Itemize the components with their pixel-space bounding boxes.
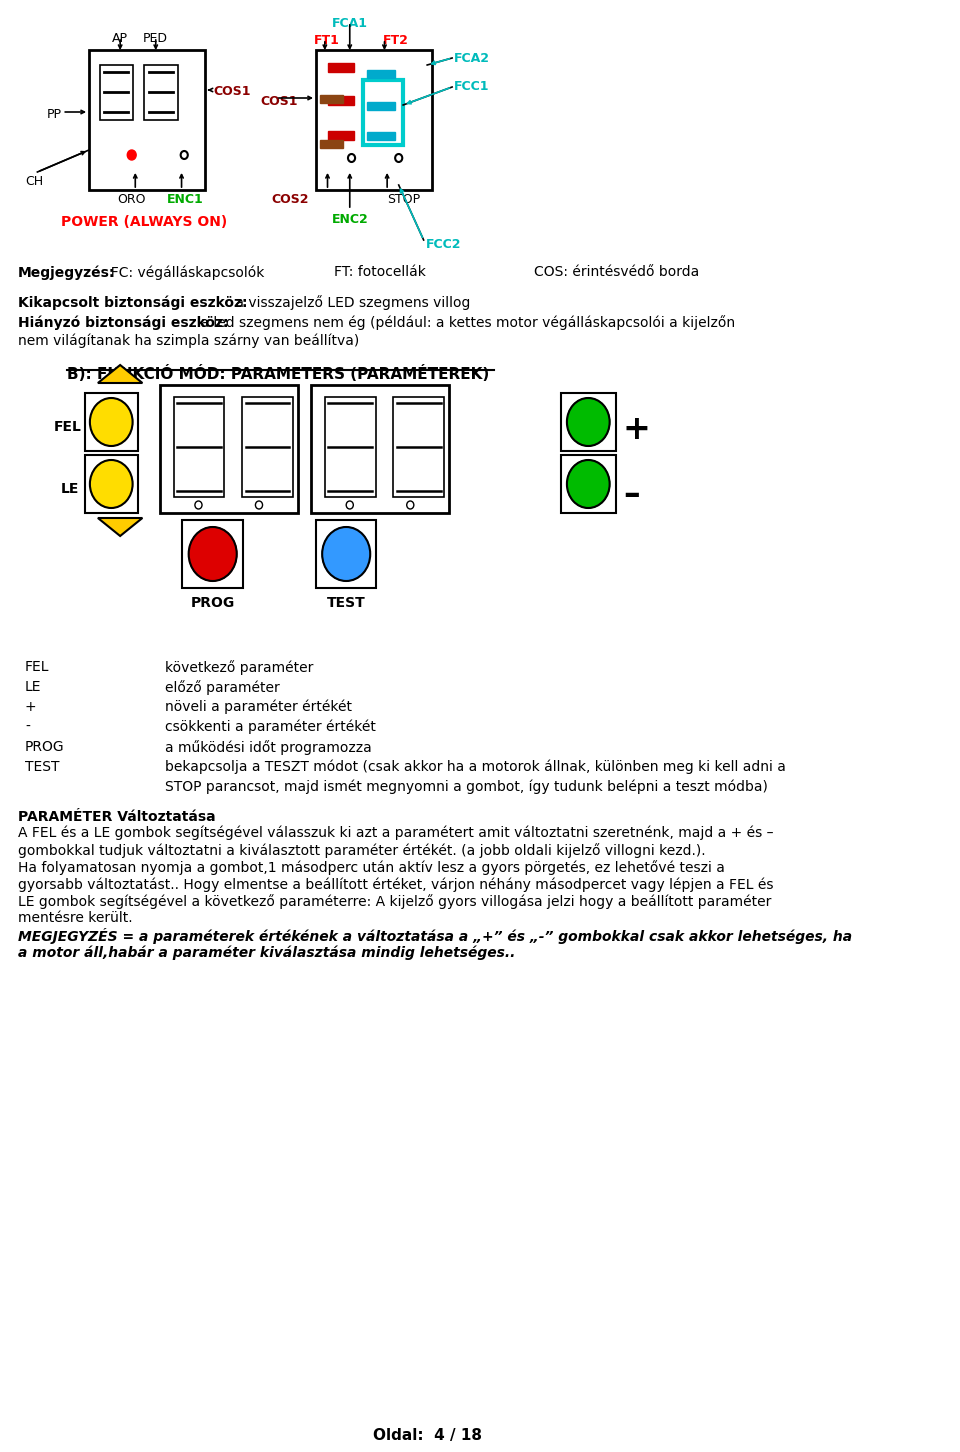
- Text: COS: érintésvédő borda: COS: érintésvédő borda: [534, 266, 699, 279]
- Text: Ha folyamatosan nyomja a gombot,1 másodperc után aktív lesz a gyors pörgetés, ez: Ha folyamatosan nyomja a gombot,1 másodp…: [18, 860, 725, 876]
- Text: TEST: TEST: [25, 759, 60, 774]
- Text: FT: fotocellák: FT: fotocellák: [334, 266, 425, 279]
- Bar: [327, 62, 354, 73]
- Bar: [84, 393, 138, 452]
- Bar: [84, 454, 138, 513]
- Text: PARAMÉTER Változtatása: PARAMÉTER Változtatása: [18, 810, 215, 823]
- Text: CH: CH: [25, 176, 43, 187]
- Text: AP: AP: [112, 32, 128, 45]
- Bar: [160, 385, 299, 513]
- Text: FEL: FEL: [25, 661, 49, 674]
- Text: B): FUNKCIÓ MÓD: PARAMETERS (PARAMÉTEREK): B): FUNKCIÓ MÓD: PARAMETERS (PARAMÉTEREK…: [67, 364, 489, 382]
- Bar: [561, 393, 616, 452]
- Bar: [367, 70, 396, 78]
- Text: a led szegmens nem ég (például: a kettes motor végálláskapcsolói a kijelzőn: a led szegmens nem ég (például: a kettes…: [196, 315, 735, 330]
- Text: a motor áll,habár a paraméter kiválasztása mindig lehetséges..: a motor áll,habár a paraméter kiválasztá…: [18, 945, 516, 960]
- Circle shape: [255, 501, 262, 510]
- Text: MEGJEGYZÉS = a paraméterek értékének a változtatása a „+” és „-” gombokkal csak : MEGJEGYZÉS = a paraméterek értékének a v…: [18, 928, 852, 944]
- Bar: [89, 49, 204, 190]
- Bar: [321, 94, 343, 103]
- Circle shape: [189, 527, 237, 581]
- Text: FCC1: FCC1: [454, 80, 490, 93]
- Text: növeli a paraméter értékét: növeli a paraméter értékét: [165, 700, 351, 714]
- Circle shape: [90, 460, 132, 508]
- Circle shape: [567, 398, 610, 446]
- Text: következő paraméter: következő paraméter: [165, 661, 313, 675]
- Text: FC: végálláskapcsolók: FC: végálláskapcsolók: [103, 266, 265, 279]
- Text: gombokkal tudjuk változtatni a kiválasztott paraméter értékét. (a jobb oldali ki: gombokkal tudjuk változtatni a kiválaszt…: [18, 844, 706, 858]
- Text: mentésre került.: mentésre került.: [18, 910, 132, 925]
- Text: PROG: PROG: [25, 741, 64, 754]
- Bar: [100, 65, 133, 121]
- Text: POWER (ALWAYS ON): POWER (ALWAYS ON): [60, 215, 227, 229]
- Circle shape: [407, 501, 414, 510]
- Text: a működési időt programozza: a működési időt programozza: [165, 741, 372, 755]
- Text: FT2: FT2: [383, 33, 409, 46]
- Text: a visszajelző LED szegmens villog: a visszajelző LED szegmens villog: [231, 295, 470, 309]
- Bar: [311, 385, 449, 513]
- Text: A FEL és a LE gombok segítségével válasszuk ki azt a paramétert amit változtatni: A FEL és a LE gombok segítségével válass…: [18, 826, 774, 841]
- Circle shape: [567, 460, 610, 508]
- Polygon shape: [98, 518, 142, 536]
- Bar: [321, 139, 343, 148]
- Text: FCA2: FCA2: [454, 52, 490, 65]
- Text: Kikapcsolt biztonsági eszköz:: Kikapcsolt biztonsági eszköz:: [18, 295, 252, 309]
- Circle shape: [90, 398, 132, 446]
- Text: Hiányzó biztonsági eszköz:: Hiányzó biztonsági eszköz:: [18, 315, 228, 330]
- Bar: [324, 396, 375, 497]
- Text: bekapcsolja a TESZT módot (csak akkor ha a motorok állnak, különben meg ki kell : bekapcsolja a TESZT módot (csak akkor ha…: [165, 759, 785, 774]
- Bar: [367, 132, 396, 139]
- Text: +: +: [623, 412, 651, 446]
- Text: FT1: FT1: [314, 33, 340, 46]
- Text: Megjegyzés:: Megjegyzés:: [18, 266, 115, 279]
- Text: –: –: [623, 478, 639, 511]
- Text: LE: LE: [60, 482, 79, 497]
- Text: ORO: ORO: [117, 193, 146, 206]
- Bar: [316, 49, 432, 190]
- Text: LE: LE: [25, 680, 41, 694]
- Text: STOP: STOP: [387, 193, 420, 206]
- Text: ENC1: ENC1: [167, 193, 204, 206]
- Text: nem világítanak ha szimpla szárny van beállítva): nem világítanak ha szimpla szárny van be…: [18, 333, 359, 347]
- Bar: [242, 396, 293, 497]
- Text: Oldal:  4 / 18: Oldal: 4 / 18: [372, 1427, 482, 1443]
- Text: előző paraméter: előző paraméter: [165, 680, 279, 696]
- Text: PED: PED: [143, 32, 168, 45]
- Text: -: -: [25, 720, 30, 735]
- Bar: [327, 96, 354, 105]
- Text: PROG: PROG: [191, 595, 235, 610]
- Text: csökkenti a paraméter értékét: csökkenti a paraméter értékét: [165, 720, 375, 735]
- Text: COS1: COS1: [213, 86, 252, 97]
- Bar: [182, 520, 243, 588]
- Bar: [367, 102, 396, 110]
- Text: LE gombok segítségével a következő paraméterre: A kijelző gyors villogása jelzi : LE gombok segítségével a következő param…: [18, 894, 771, 909]
- Bar: [316, 520, 376, 588]
- Bar: [144, 65, 178, 121]
- Text: gyorsabb változtatást.. Hogy elmentse a beállított értéket, várjon néhány másodp: gyorsabb változtatást.. Hogy elmentse a …: [18, 877, 774, 892]
- Circle shape: [347, 501, 353, 510]
- Circle shape: [128, 150, 136, 160]
- Bar: [327, 131, 354, 139]
- Text: FEL: FEL: [54, 420, 82, 434]
- Bar: [174, 396, 225, 497]
- Circle shape: [323, 527, 371, 581]
- Text: TEST: TEST: [326, 595, 366, 610]
- Text: FCA1: FCA1: [332, 17, 368, 30]
- Bar: [394, 396, 444, 497]
- Text: PP: PP: [46, 107, 61, 121]
- Circle shape: [195, 501, 202, 510]
- Text: COS2: COS2: [272, 193, 309, 206]
- Bar: [561, 454, 616, 513]
- Text: +: +: [25, 700, 36, 714]
- Text: ENC2: ENC2: [331, 213, 368, 227]
- Text: STOP parancsot, majd ismét megnyomni a gombot, így tudunk belépni a teszt módba): STOP parancsot, majd ismét megnyomni a g…: [165, 780, 768, 794]
- Bar: [363, 80, 403, 145]
- Text: FCC2: FCC2: [425, 238, 461, 251]
- Polygon shape: [98, 364, 142, 383]
- Text: COS1: COS1: [261, 94, 299, 107]
